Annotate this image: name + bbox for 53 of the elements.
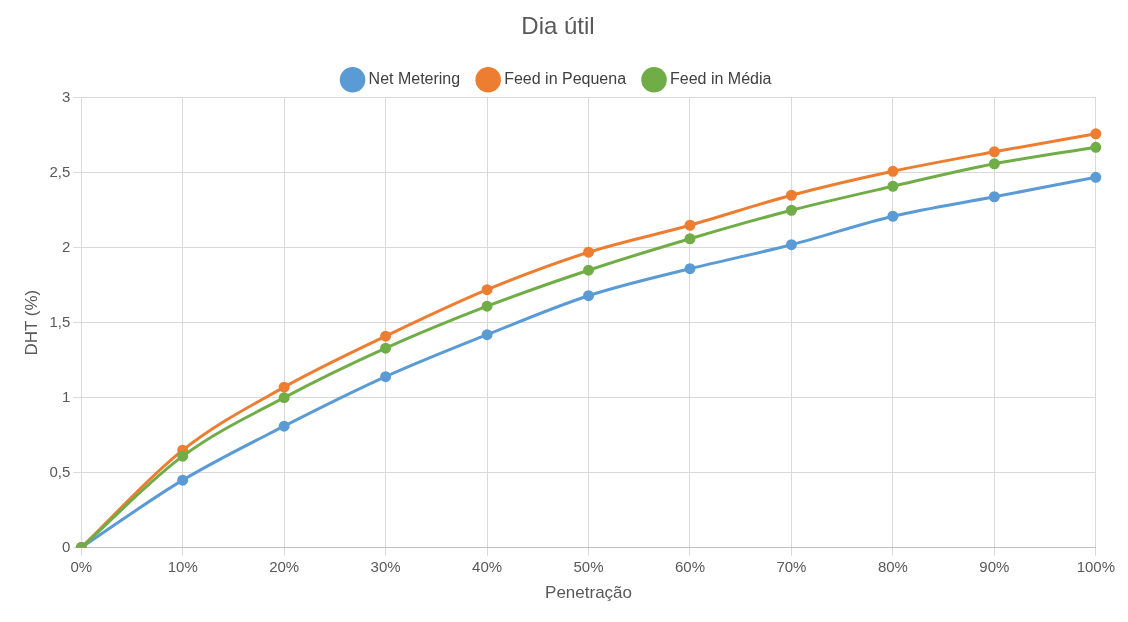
point: [481, 300, 493, 312]
point: [785, 189, 797, 201]
point: [481, 284, 493, 296]
point: [583, 264, 595, 276]
point: [1090, 128, 1102, 140]
y-axis-title: DHT (%): [21, 289, 41, 356]
point: [278, 381, 290, 393]
x-tick-label: 70%: [776, 557, 807, 575]
legend-label: Net Metering: [368, 70, 461, 88]
legend-label: Feed in Pequena: [504, 70, 627, 88]
point: [1090, 141, 1102, 153]
point: [380, 342, 392, 354]
x-tick-label: 0%: [70, 557, 93, 575]
legend-label: Feed in Média: [670, 70, 772, 88]
y-tick-label: 3: [61, 87, 71, 105]
point: [1090, 171, 1102, 183]
y-tick-label: 2: [61, 237, 71, 255]
point: [988, 146, 1000, 158]
point: [380, 371, 392, 383]
point: [988, 158, 1000, 170]
point: [684, 263, 696, 275]
point: [684, 219, 696, 231]
y-tick-label: 1: [61, 387, 71, 405]
y-tick-label: 2,5: [49, 162, 71, 180]
point: [380, 330, 392, 342]
point: [887, 165, 899, 177]
y-tick-label: 1,5: [49, 312, 71, 330]
x-tick-label: 50%: [573, 557, 604, 575]
point: [887, 210, 899, 222]
chart-title: Dia útil: [521, 12, 595, 40]
point: [785, 239, 797, 251]
x-tick-label: 40%: [472, 557, 503, 575]
y-tick-label: 0: [61, 537, 71, 555]
point: [684, 233, 696, 245]
x-tick-label: 10%: [167, 557, 198, 575]
x-tick-label: 30%: [370, 557, 401, 575]
point: [177, 450, 189, 462]
point: [583, 246, 595, 258]
x-tick-label: 20%: [269, 557, 300, 575]
point: [278, 392, 290, 404]
x-tick-label: 100%: [1076, 557, 1116, 575]
y-tick-label: 0,5: [49, 462, 71, 480]
point: [481, 329, 493, 341]
point: [988, 191, 1000, 203]
x-axis-title: Penetração: [545, 583, 633, 603]
point: [583, 290, 595, 302]
x-tick-label: 90%: [979, 557, 1010, 575]
point: [785, 204, 797, 216]
point: [278, 420, 290, 432]
x-tick-label: 80%: [877, 557, 908, 575]
x-tick-label: 60%: [674, 557, 706, 575]
point: [887, 180, 899, 192]
point: [177, 474, 189, 486]
